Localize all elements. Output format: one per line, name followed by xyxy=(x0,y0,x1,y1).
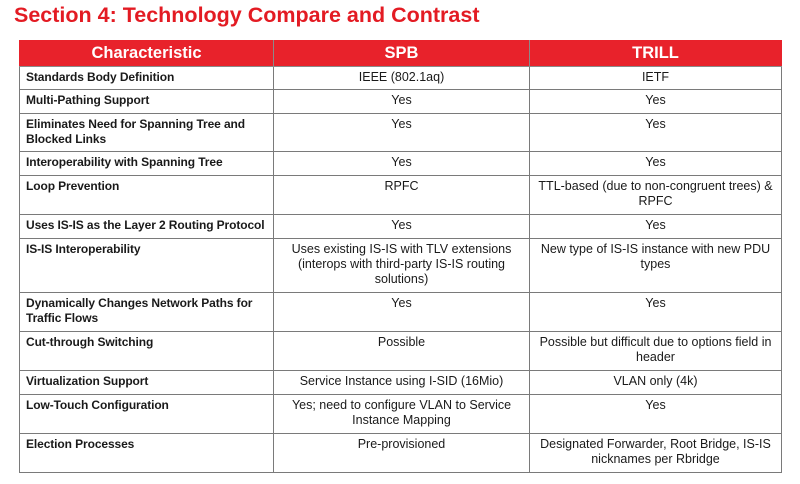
spb-cell: Yes xyxy=(273,292,530,332)
table-row: Eliminates Need for Spanning Tree and Bl… xyxy=(19,113,782,152)
table-row: Uses IS-IS as the Layer 2 Routing Protoc… xyxy=(19,214,782,239)
characteristic-cell: Standards Body Definition xyxy=(19,66,274,90)
section-title: Section 4: Technology Compare and Contra… xyxy=(14,3,480,27)
characteristic-cell: Interoperability with Spanning Tree xyxy=(19,151,274,176)
trill-cell: VLAN only (4k) xyxy=(529,370,782,395)
characteristic-cell: Dynamically Changes Network Paths for Tr… xyxy=(19,292,274,332)
table-row: Loop Prevention RPFC TTL-based (due to n… xyxy=(19,175,782,215)
spb-cell: Possible xyxy=(273,331,530,371)
table-row: Dynamically Changes Network Paths for Tr… xyxy=(19,292,782,332)
header-trill: TRILL xyxy=(529,40,782,67)
trill-cell: Possible but difficult due to options fi… xyxy=(529,331,782,371)
spb-cell: Yes xyxy=(273,113,530,152)
header-characteristic: Characteristic xyxy=(19,40,274,67)
table-row: Interoperability with Spanning Tree Yes … xyxy=(19,151,782,176)
table-row: Low-Touch Configuration Yes; need to con… xyxy=(19,394,782,434)
spb-cell: Uses existing IS-IS with TLV extensions … xyxy=(273,238,530,293)
trill-cell: Yes xyxy=(529,151,782,176)
spb-cell: RPFC xyxy=(273,175,530,215)
header-spb: SPB xyxy=(273,40,530,67)
characteristic-cell: Uses IS-IS as the Layer 2 Routing Protoc… xyxy=(19,214,274,239)
table-row: Cut-through Switching Possible Possible … xyxy=(19,331,782,371)
spb-cell: Yes xyxy=(273,151,530,176)
characteristic-cell: Loop Prevention xyxy=(19,175,274,215)
characteristic-cell: Election Processes xyxy=(19,433,274,473)
trill-cell: Yes xyxy=(529,292,782,332)
spb-cell: IEEE (802.1aq) xyxy=(273,66,530,90)
characteristic-cell: IS-IS Interoperability xyxy=(19,238,274,293)
spb-cell: Yes; need to configure VLAN to Service I… xyxy=(273,394,530,434)
table-row: Multi-Pathing Support Yes Yes xyxy=(19,89,782,114)
characteristic-cell: Eliminates Need for Spanning Tree and Bl… xyxy=(19,113,274,152)
characteristic-cell: Cut-through Switching xyxy=(19,331,274,371)
table-row: Virtualization Support Service Instance … xyxy=(19,370,782,395)
trill-cell: TTL-based (due to non-congruent trees) &… xyxy=(529,175,782,215)
spb-cell: Yes xyxy=(273,89,530,114)
table-row: IS-IS Interoperability Uses existing IS-… xyxy=(19,238,782,293)
characteristic-cell: Virtualization Support xyxy=(19,370,274,395)
trill-cell: Yes xyxy=(529,89,782,114)
comparison-table: Characteristic SPB TRILL Standards Body … xyxy=(19,40,782,473)
trill-cell: Designated Forwarder, Root Bridge, IS-IS… xyxy=(529,433,782,473)
spb-cell: Pre-provisioned xyxy=(273,433,530,473)
characteristic-cell: Multi-Pathing Support xyxy=(19,89,274,114)
trill-cell: Yes xyxy=(529,214,782,239)
spb-cell: Yes xyxy=(273,214,530,239)
table-header-row: Characteristic SPB TRILL xyxy=(19,40,782,67)
spb-cell: Service Instance using I-SID (16Mio) xyxy=(273,370,530,395)
table-row: Standards Body Definition IEEE (802.1aq)… xyxy=(19,66,782,90)
table-row: Election Processes Pre-provisioned Desig… xyxy=(19,433,782,473)
trill-cell: New type of IS-IS instance with new PDU … xyxy=(529,238,782,293)
characteristic-cell: Low-Touch Configuration xyxy=(19,394,274,434)
trill-cell: IETF xyxy=(529,66,782,90)
trill-cell: Yes xyxy=(529,394,782,434)
trill-cell: Yes xyxy=(529,113,782,152)
